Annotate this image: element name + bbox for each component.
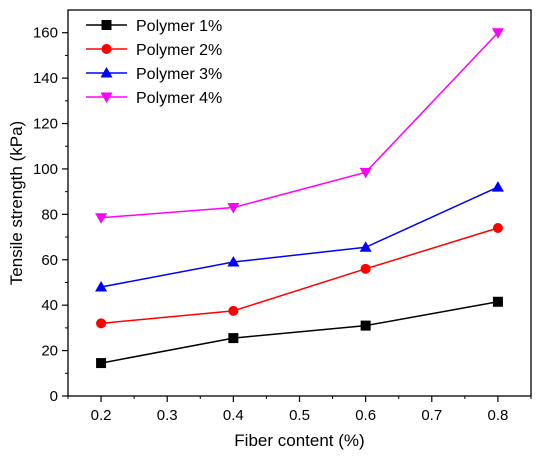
legend-entry: Polymer 4% (86, 90, 222, 107)
legend-entry: Polymer 1% (86, 18, 222, 35)
y-tick-label: 100 (33, 161, 58, 178)
legend-label: Polymer 3% (136, 66, 222, 83)
series-2 (96, 222, 503, 329)
series-1 (96, 296, 503, 369)
data-point (228, 333, 239, 344)
x-tick-label: 0.8 (487, 407, 508, 424)
legend-entry: Polymer 3% (86, 66, 222, 83)
x-tick-label: 0.5 (289, 407, 310, 424)
data-point (227, 203, 240, 214)
y-tick-label: 120 (33, 116, 58, 133)
series-line (101, 227, 499, 325)
data-point (491, 28, 504, 39)
x-tick-label: 0.7 (421, 407, 442, 424)
y-tick-label: 0 (50, 388, 58, 405)
legend: Polymer 1% Polymer 2% Polymer 3% Polymer 4% (86, 18, 222, 107)
y-tick-label: 60 (41, 252, 58, 269)
legend-marker (101, 44, 112, 54)
data-point (228, 305, 239, 316)
data-point (96, 318, 107, 329)
data-point (95, 281, 108, 292)
x-tick-label: 0.6 (355, 407, 376, 424)
data-point (96, 358, 107, 369)
series-3 (95, 181, 504, 292)
data-point (95, 213, 108, 224)
y-tick-label: 140 (33, 70, 58, 87)
y-axis-title: Tensile strength (kPa) (7, 121, 26, 285)
x-tick-label: 0.4 (223, 407, 244, 424)
y-tick-label: 160 (33, 25, 58, 42)
legend-marker (100, 67, 113, 78)
data-point (491, 181, 504, 192)
x-tick-label: 0.2 (91, 407, 112, 424)
x-tick-label: 0.3 (157, 407, 178, 424)
legend-entry: Polymer 2% (86, 42, 222, 59)
series-layer (95, 28, 504, 369)
legend-marker (100, 92, 113, 103)
data-point (227, 256, 240, 267)
series-line (100, 186, 499, 288)
legend-label: Polymer 1% (136, 18, 222, 35)
y-tick-label: 20 (41, 343, 58, 360)
series-line (101, 32, 499, 219)
x-axis-title: Fiber content (%) (234, 431, 364, 450)
data-point (360, 320, 371, 331)
legend-label: Polymer 4% (136, 90, 222, 107)
legend-marker (101, 20, 112, 30)
y-tick-label: 40 (41, 297, 58, 314)
data-point (359, 241, 372, 252)
data-point (360, 263, 371, 274)
series-line (100, 301, 499, 364)
data-point (492, 222, 503, 233)
series-4 (95, 28, 504, 224)
data-point (359, 167, 372, 179)
data-point (492, 296, 503, 307)
y-tick-label: 80 (41, 206, 58, 223)
legend-label: Polymer 2% (136, 42, 222, 59)
axes: 0.2 0.3 0.4 0.5 0.6 0.7 0.8 0 20 40 60 80 100 120 140 1… (33, 9, 532, 424)
